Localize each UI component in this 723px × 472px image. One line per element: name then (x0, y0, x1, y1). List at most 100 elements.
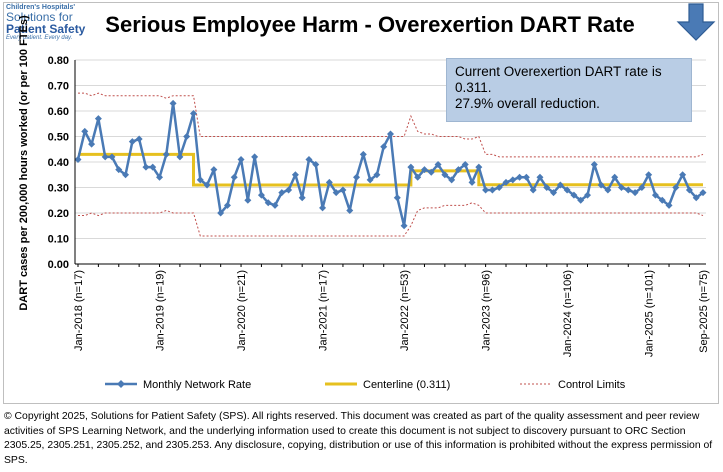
data-point (556, 181, 564, 189)
y-tick-label: 0.80 (48, 55, 69, 67)
data-point (522, 173, 530, 181)
data-point (244, 196, 252, 204)
data-point (475, 163, 483, 171)
data-point (74, 155, 82, 163)
data-point (645, 171, 653, 179)
data-point (699, 189, 707, 197)
chart-svg: 0.00 0.10 0.20 0.30 0.40 0.50 0.60 0.70 0.80 Jan… (18, 3, 716, 391)
x-tick-labels: Jan-2018 (n=17) Jan-2019 (n=19) Jan-2020 (… (73, 270, 710, 357)
data-point (285, 186, 293, 194)
data-point (502, 178, 510, 186)
data-point (651, 191, 659, 199)
data-point (672, 184, 680, 191)
data-point (658, 196, 666, 204)
data-point (584, 191, 592, 199)
data-point (291, 171, 299, 179)
data-point (570, 191, 578, 199)
data-point (468, 178, 476, 186)
data-point (176, 153, 184, 161)
data-point (223, 201, 231, 209)
callout-line-3: 27.9% overall reduction. (455, 96, 600, 111)
data-point (101, 153, 109, 161)
x-tick-label: Jan-2018 (n=17) (73, 270, 85, 351)
data-point (325, 178, 333, 186)
data-point (590, 161, 598, 169)
down-arrow-icon (676, 3, 716, 41)
data-point (420, 166, 428, 174)
legend: Monthly Network Rate Centerline (0.311) … (105, 379, 626, 391)
data-point (156, 173, 164, 181)
y-axis-label: DART cases per 200,000 hours worked (or … (18, 15, 30, 311)
data-point (210, 166, 218, 174)
data-point (312, 161, 320, 169)
logo-line-2: Solutions for (6, 10, 73, 24)
data-point (169, 99, 177, 107)
data-point (665, 201, 673, 209)
y-tick-label: 0.20 (48, 208, 69, 220)
callout-line-2: 0.311. (455, 80, 492, 95)
legend-series-marker (117, 380, 125, 388)
y-tick-label: 0.60 (48, 106, 69, 118)
x-tick-label: Jan-2020 (n=21) (236, 270, 248, 351)
callout-line-1: Current Overexertion DART rate is (455, 64, 662, 79)
copyright-footer: © Copyright 2025, Solutions for Patient … (4, 411, 713, 466)
legend-limits-label: Control Limits (558, 379, 626, 391)
data-point (298, 194, 306, 202)
data-point (108, 153, 116, 161)
data-point (597, 181, 605, 189)
x-tick-label: Jan-2022 (n=53) (399, 270, 411, 351)
y-tick-label: 0.50 (48, 132, 69, 144)
data-point (251, 153, 259, 161)
data-point (319, 204, 327, 212)
data-point (353, 173, 361, 181)
data-point (685, 186, 693, 194)
data-point (81, 127, 89, 135)
y-tick-label: 0.00 (48, 259, 69, 271)
x-tick-label: Jan-2025 (n=101) (644, 270, 656, 357)
y-tick-label: 0.40 (48, 157, 69, 169)
y-tick-label: 0.70 (48, 81, 69, 93)
data-point (611, 173, 619, 181)
data-point (128, 138, 136, 146)
data-point (149, 163, 157, 171)
data-point (638, 184, 646, 191)
data-point (482, 186, 490, 194)
data-point (196, 176, 204, 184)
x-tick-label: Jan-2024 (n=106) (562, 270, 574, 357)
data-point (631, 189, 639, 197)
data-point (271, 201, 279, 209)
data-point (373, 171, 381, 179)
data-point (563, 186, 571, 194)
data-point (94, 115, 102, 123)
data-point (135, 135, 143, 143)
data-point (393, 194, 401, 202)
data-point (359, 150, 367, 158)
data-point (257, 191, 265, 199)
data-point (536, 173, 544, 181)
data-point (380, 143, 388, 151)
logo-line-3: Patient Safety (6, 22, 86, 36)
data-point (305, 155, 313, 163)
chart-title: Serious Employee Harm - Overexertion DAR… (105, 12, 635, 37)
centerline-path (78, 152, 703, 187)
lower-control-limit (78, 202, 704, 237)
data-point (203, 181, 211, 189)
data-point (461, 161, 469, 169)
data-point (427, 168, 435, 176)
data-point (516, 173, 524, 181)
data-point (414, 173, 422, 181)
data-point (604, 186, 612, 194)
data-point (217, 209, 225, 217)
y-tick-label: 0.30 (48, 183, 69, 195)
data-point (617, 184, 625, 191)
data-point (264, 199, 272, 207)
data-point (577, 196, 585, 204)
data-point (339, 186, 347, 194)
data-point (162, 150, 170, 158)
data-point (278, 189, 286, 197)
data-point (495, 184, 503, 191)
x-tick-label: Jan-2021 (n=17) (318, 270, 330, 351)
data-point (387, 130, 394, 138)
monthly-rate-series (74, 99, 707, 230)
data-point (543, 184, 551, 191)
